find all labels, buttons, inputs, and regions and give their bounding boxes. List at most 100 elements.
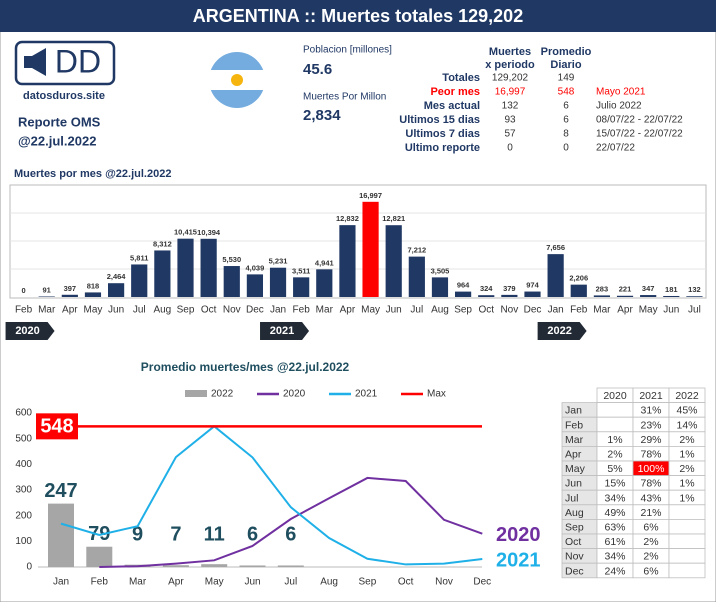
stats-total: 0 — [507, 143, 513, 154]
x-tick-label: Jan — [548, 305, 564, 316]
stats-total: 16,997 — [495, 87, 526, 98]
bar-value-label: 9 — [132, 523, 143, 545]
x-tick-label: Jul — [284, 577, 297, 588]
x-tick-label: Nov — [500, 305, 518, 316]
x-tick-label: Feb — [570, 305, 588, 316]
bar — [686, 296, 703, 297]
bar-value-label: 10,394 — [197, 228, 221, 237]
stats-total: 132 — [502, 101, 519, 112]
bar-value-label: 7,656 — [546, 243, 565, 252]
bar — [293, 277, 310, 297]
table-cell — [668, 548, 706, 564]
table-cell-text: Dec — [565, 565, 584, 577]
x-tick-label: May — [361, 305, 380, 316]
table-cell-text: 14% — [676, 419, 697, 431]
flag — [209, 52, 265, 108]
bar — [239, 565, 266, 567]
year-marker — [537, 322, 587, 340]
x-tick-label: Jun — [108, 305, 124, 316]
table-cell-text: 2021 — [639, 390, 663, 402]
year-label: 2022 — [547, 325, 571, 337]
table-cell-text: 31% — [640, 405, 661, 417]
stats-column-header: Promedio — [541, 46, 592, 58]
stats-column-header: Diario — [550, 59, 581, 71]
bar-value-label: 283 — [596, 284, 609, 293]
stats-period: 22/07/22 — [596, 143, 635, 154]
bar-value-label: 6 — [247, 523, 258, 545]
x-tick-label: Mar — [38, 305, 56, 316]
y-tick-label: 0 — [26, 562, 32, 573]
bar — [663, 295, 680, 297]
population-value: 45.6 — [303, 61, 332, 78]
bar — [200, 238, 217, 297]
bar-value-label: 91 — [43, 285, 51, 294]
table-cell-text: Nov — [565, 551, 584, 563]
bar — [478, 295, 495, 297]
table-cell-text: 61% — [604, 536, 625, 548]
bar-value-label: 324 — [480, 284, 493, 293]
bar-value-label: 16,997 — [359, 191, 382, 200]
stats-total: 93 — [504, 115, 516, 126]
stats-period: Julio 2022 — [596, 101, 642, 112]
table-cell-text: 21% — [640, 507, 661, 519]
bar-value-label: 5,811 — [130, 253, 148, 262]
table-cell-text: 63% — [604, 521, 625, 533]
x-tick-label: Mar — [129, 577, 147, 588]
x-tick-label: Nov — [435, 577, 453, 588]
x-tick-label: Aug — [153, 305, 171, 316]
table-cell-text: Sep — [565, 521, 584, 533]
stats-row-label: Ultimo reporte — [405, 142, 480, 154]
x-tick-label: Feb — [293, 305, 311, 316]
table-cell-text: Jun — [565, 478, 582, 490]
bar — [316, 269, 333, 297]
x-tick-label: Feb — [15, 305, 33, 316]
table-cell-text: 1% — [679, 448, 694, 460]
bar-value-label: 347 — [642, 284, 655, 293]
report: Reporte OMS — [18, 114, 101, 129]
max-label: 548 — [40, 416, 73, 438]
per-million-label: Muertes Por Millon — [303, 92, 386, 103]
series-line — [60, 425, 483, 566]
x-tick-label: Sep — [359, 577, 377, 588]
table-cell-text: 2% — [679, 434, 694, 446]
bar — [455, 291, 472, 297]
y-tick-label: 500 — [15, 433, 32, 444]
stats-daily: 149 — [558, 73, 575, 84]
bar-value-label: 10,415 — [174, 228, 197, 237]
x-tick-label: Oct — [478, 305, 494, 316]
bar — [61, 294, 78, 297]
bar-value-label: 397 — [64, 284, 77, 293]
bar — [177, 238, 194, 297]
x-tick-label: Nov — [223, 305, 241, 316]
x-tick-label: Oct — [201, 305, 217, 316]
x-tick-label: Jul — [410, 305, 423, 316]
bar — [339, 225, 356, 297]
max-label-box — [36, 413, 78, 440]
bar — [154, 250, 171, 297]
bar — [616, 295, 634, 297]
bar — [86, 546, 113, 567]
table-cell-text: Aug — [565, 507, 584, 519]
x-tick-label: Dec — [246, 305, 264, 316]
bar-value-label: 8,312 — [153, 239, 172, 248]
per-million-value: 2,834 — [303, 107, 341, 124]
bar — [362, 201, 379, 297]
table-cell-text: 2% — [643, 551, 658, 563]
table-cell-text: 78% — [640, 448, 661, 460]
table-cell-text: 24% — [604, 565, 625, 577]
year-marker — [260, 322, 310, 340]
header-bar — [0, 0, 716, 32]
x-tick-label: May — [205, 577, 224, 588]
bar-value-label: 964 — [457, 281, 470, 290]
bar — [593, 295, 610, 297]
x-tick-label: Feb — [91, 577, 109, 588]
bar-value-label: 5,231 — [269, 257, 288, 266]
table-cell-text: 45% — [676, 405, 697, 417]
bar — [162, 565, 189, 567]
table-cell-text: Apr — [565, 448, 582, 460]
logo-icon — [24, 48, 46, 76]
x-tick-label: Jul — [688, 305, 701, 316]
bar — [84, 292, 102, 297]
table-cell-text: Jan — [565, 405, 582, 417]
